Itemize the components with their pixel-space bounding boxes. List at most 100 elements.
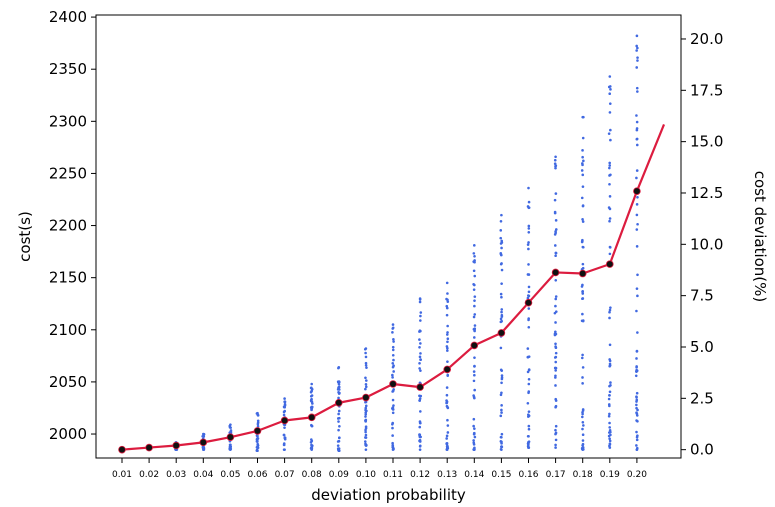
scatter-point [473, 304, 476, 308]
scatter-point [553, 198, 557, 202]
y-axis-left: 2000 2050 2100 2150 2200 2250 2300 2350 2400 [49, 8, 96, 443]
scatter-point [500, 241, 504, 244]
scatter-point [500, 295, 503, 299]
scatter-point [283, 397, 286, 400]
scatter-point [608, 404, 611, 408]
scatter-point [364, 351, 367, 355]
x-tick-label: 0.17 [546, 470, 566, 480]
line-layer [118, 124, 666, 454]
scatter-point [446, 349, 449, 352]
scatter-point [500, 369, 504, 372]
scatter-point [635, 438, 639, 442]
scatter-point [526, 401, 530, 405]
scatter-point [554, 310, 558, 313]
scatter-point [581, 353, 584, 357]
scatter-point [581, 173, 585, 177]
scatter-point [255, 440, 259, 443]
scatter-point [229, 444, 232, 448]
series-marker [307, 413, 316, 422]
scatter-point [500, 391, 503, 395]
scatter-point [636, 222, 639, 226]
scatter-point [608, 85, 612, 88]
scatter-point [499, 229, 503, 232]
scatter-point [527, 427, 531, 431]
scatter-point [635, 309, 638, 313]
x-tick-label: 0.02 [139, 470, 159, 480]
scatter-point [635, 435, 639, 439]
scatter-point [608, 161, 611, 165]
scatter-point [527, 414, 531, 418]
scatter-point [581, 245, 585, 249]
scatter-point [527, 410, 531, 413]
scatter-point [337, 366, 341, 369]
scatter-point [473, 435, 477, 439]
series-marker [551, 268, 560, 277]
scatter-point [499, 346, 503, 350]
scatter-point [391, 331, 394, 334]
scatter-point [392, 358, 395, 362]
scatter-point [635, 365, 638, 368]
scatter-point [554, 321, 557, 324]
scatter-point [636, 56, 639, 59]
scatter-point [446, 374, 450, 377]
scatter-point [419, 410, 422, 413]
scatter-point [581, 163, 584, 167]
scatter-point [527, 368, 531, 372]
scatter-point [554, 374, 557, 378]
scatter-point [364, 415, 367, 418]
scatter-point [554, 346, 558, 350]
scatter-point [500, 376, 504, 379]
scatter-layer [120, 34, 639, 453]
scatter-point [581, 427, 584, 431]
scatter-point [499, 317, 503, 321]
scatter-point [364, 448, 368, 451]
scatter-point [418, 399, 421, 402]
y-axis-label: cost(s) [16, 211, 34, 262]
scatter-point [527, 440, 531, 443]
scatter-point [338, 425, 341, 428]
scatter-point [446, 360, 449, 363]
scatter-point [581, 312, 584, 316]
scatter-point [608, 384, 611, 388]
scatter-point [527, 424, 531, 428]
scatter-point [391, 345, 395, 349]
scatter-point [445, 281, 449, 285]
scatter-point [337, 380, 341, 384]
scatter-point [527, 241, 530, 244]
scatter-point [553, 356, 557, 359]
scatter-point [609, 128, 612, 132]
scatter-point [445, 297, 448, 301]
scatter-point [581, 382, 584, 385]
scatter-point [608, 394, 611, 397]
scatter-point [554, 360, 558, 364]
scatter-point [364, 376, 367, 380]
y-tick-label: 2200 [49, 217, 87, 235]
scatter-point [554, 251, 558, 255]
scatter-point [608, 362, 612, 366]
y-tick-label: 2300 [49, 112, 87, 130]
scatter-point [419, 421, 422, 425]
scatter-point [391, 408, 395, 411]
scatter-point [472, 370, 476, 373]
scatter-point [581, 448, 584, 451]
scatter-point [473, 324, 477, 327]
scatter-point [580, 169, 584, 172]
scatter-point [364, 387, 367, 391]
scatter-point [635, 357, 638, 360]
scatter-point [554, 438, 558, 442]
scatter-point [311, 402, 314, 405]
scatter-point [500, 381, 503, 385]
scatter-point [363, 440, 367, 443]
scatter-point [472, 288, 476, 291]
scatter-point [581, 240, 584, 243]
scatter-point [391, 376, 394, 379]
scatter-point [580, 196, 584, 200]
scatter-point [608, 343, 612, 347]
scatter-point [527, 391, 530, 395]
scatter-point [338, 416, 341, 420]
scatter-point [609, 173, 612, 177]
scatter-point [283, 448, 286, 451]
scatter-point [527, 377, 531, 381]
scatter-point [418, 330, 421, 333]
scatter-point [527, 186, 530, 190]
